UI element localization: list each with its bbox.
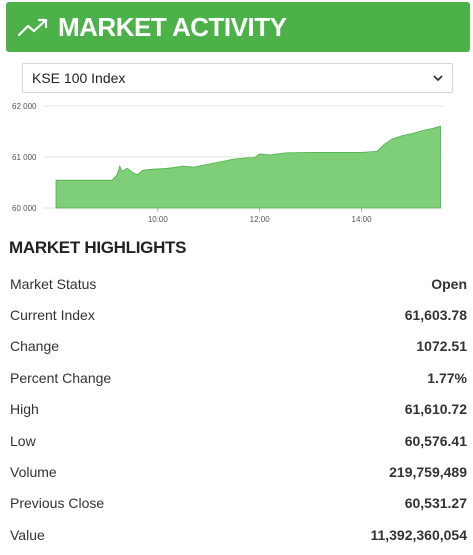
- x-tick-label: 14:00: [352, 215, 373, 224]
- highlights-title: MARKET HIGHLIGHTS: [9, 238, 187, 257]
- index-select-value: KSE 100 Index: [32, 70, 126, 86]
- highlight-label: Value: [10, 526, 45, 543]
- y-tick-label: 61 000: [12, 153, 37, 162]
- highlight-label: Low: [10, 432, 36, 449]
- highlight-label: Current Index: [10, 307, 95, 324]
- highlight-value: 61,603.78: [404, 307, 467, 324]
- highlight-value: 219,759,489: [389, 464, 467, 481]
- index-area-series: [55, 125, 441, 209]
- market-activity-header: MARKET ACTIVITY: [6, 2, 470, 52]
- highlights-table: Market Status Open Current Index 61,603.78 C…: [0, 268, 473, 551]
- highlight-label: High: [10, 401, 39, 418]
- highlight-row: Volume 219,759,489: [0, 456, 473, 487]
- trending-up-icon: [17, 18, 48, 37]
- highlight-label: Volume: [10, 464, 57, 481]
- index-select[interactable]: KSE 100 Index: [22, 63, 453, 93]
- highlight-label: Previous Close: [10, 495, 105, 512]
- highlight-row: Percent Change 1.77%: [0, 362, 473, 393]
- chevron-down-icon: [433, 75, 443, 82]
- highlight-row: Market Status Open: [0, 268, 473, 299]
- highlight-label: Change: [10, 338, 60, 355]
- highlight-value: 1.77%: [427, 369, 467, 386]
- page-title: MARKET ACTIVITY: [58, 11, 287, 42]
- highlight-value: 1072.51: [416, 338, 467, 355]
- highlight-row: Low 60,576.41: [0, 425, 473, 456]
- x-tick-label: 10:00: [148, 215, 169, 224]
- highlight-value: 61,610.72: [404, 401, 467, 418]
- y-tick-label: 62 000: [12, 102, 37, 111]
- y-tick-label: 60 000: [12, 204, 37, 213]
- highlight-value: 60,576.41: [404, 432, 467, 449]
- highlight-row: Previous Close 60,531.27: [0, 488, 473, 519]
- index-chart: 62 000 61 000 60 000 10:00 12:00 14:00: [12, 102, 443, 224]
- x-tick-label: 12:00: [250, 215, 271, 224]
- highlight-label: Percent Change: [10, 369, 112, 386]
- highlight-label: Market Status: [10, 275, 97, 292]
- highlight-row: Value 11,392,360,054: [0, 519, 473, 550]
- highlight-row: High 61,610.72: [0, 394, 473, 425]
- highlight-value: Open: [431, 275, 467, 292]
- highlight-value: 11,392,360,054: [370, 526, 467, 543]
- highlight-row: Change 1072.51: [0, 331, 473, 362]
- highlight-row: Current Index 61,603.78: [0, 299, 473, 330]
- highlight-value: 60,531.27: [404, 495, 467, 512]
